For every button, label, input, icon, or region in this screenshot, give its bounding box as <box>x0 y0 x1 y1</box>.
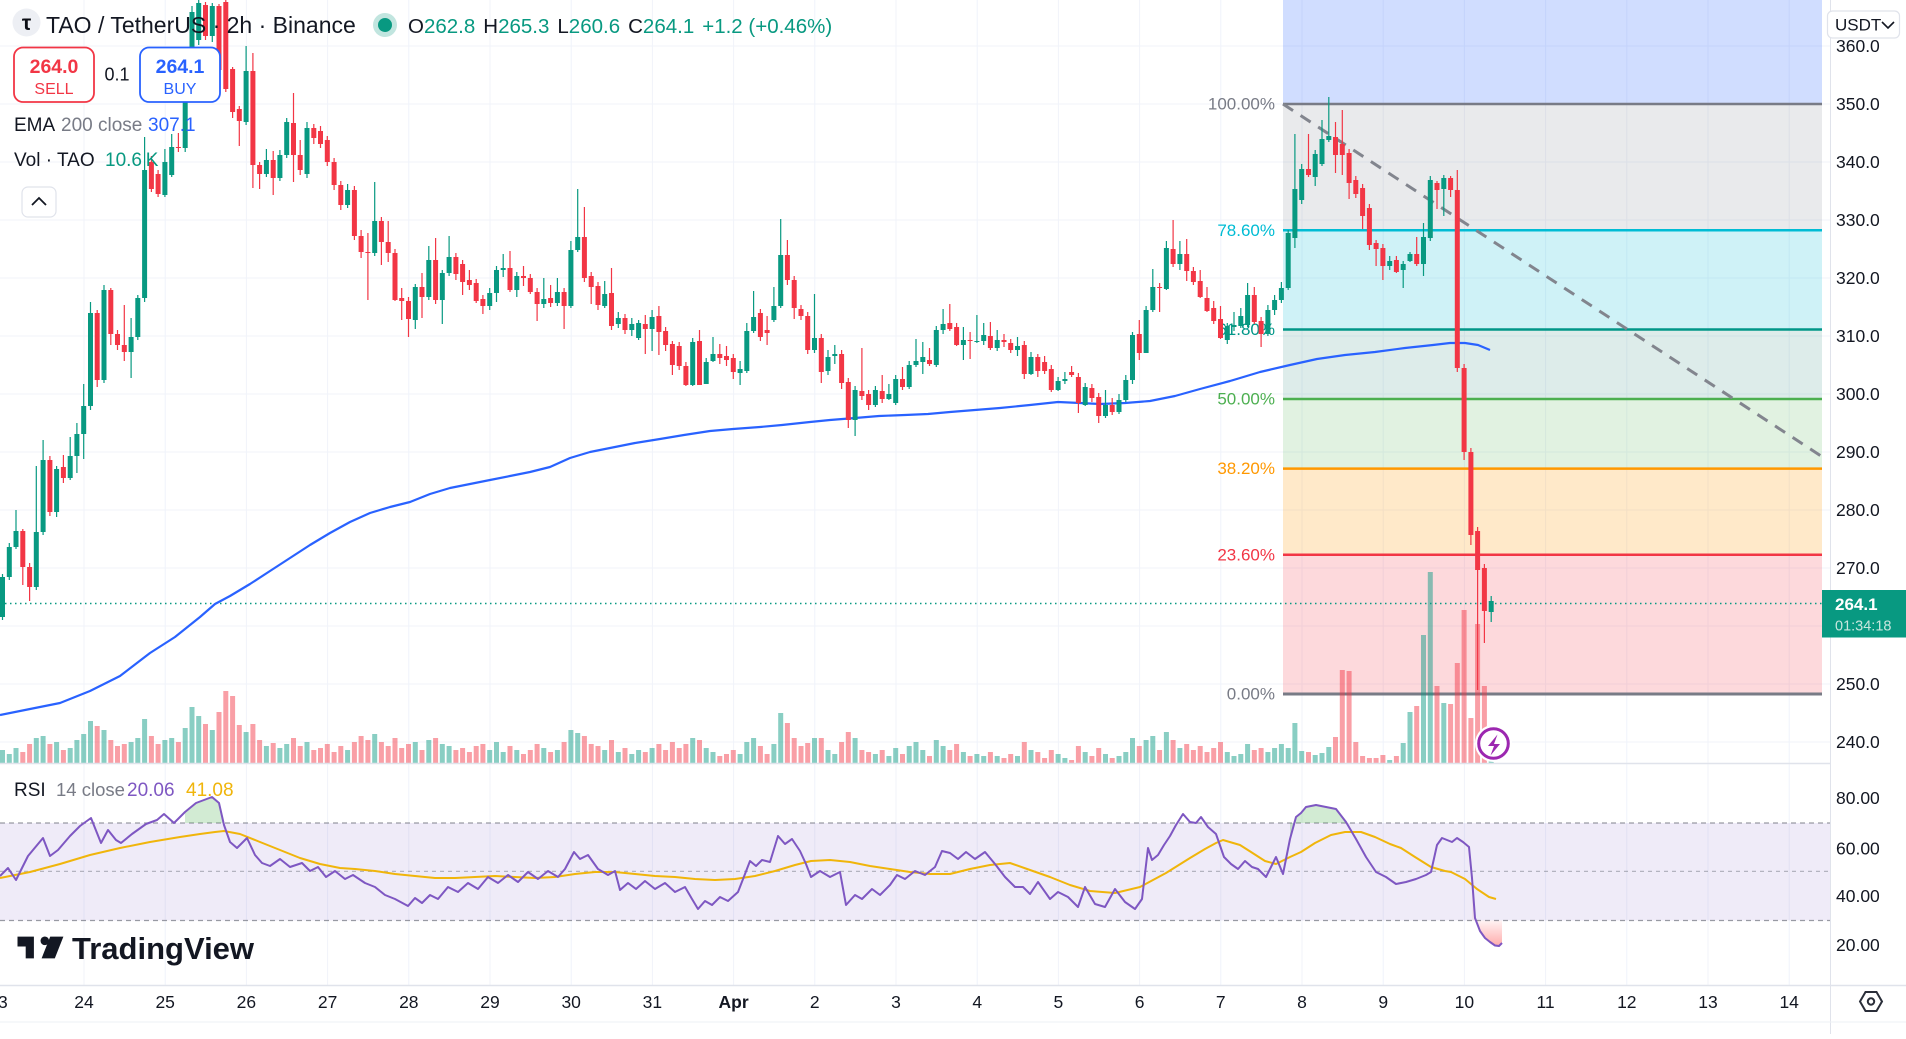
svg-text:TAO / TetherUS · 2h · Binance: TAO / TetherUS · 2h · Binance <box>46 12 356 38</box>
svg-text:30: 30 <box>561 992 581 1012</box>
svg-text:29: 29 <box>480 992 499 1012</box>
svg-text:41.08: 41.08 <box>186 780 234 801</box>
svg-text:10.6 K: 10.6 K <box>105 150 159 171</box>
svg-text:31: 31 <box>643 992 662 1012</box>
svg-text:SELL: SELL <box>34 81 73 98</box>
svg-text:280.0: 280.0 <box>1836 500 1880 520</box>
svg-text:60.00: 60.00 <box>1836 839 1880 859</box>
svg-text:250.0: 250.0 <box>1836 674 1880 694</box>
svg-text:240.0: 240.0 <box>1836 732 1880 752</box>
svg-text:26: 26 <box>237 992 256 1012</box>
svg-text:25: 25 <box>155 992 174 1012</box>
svg-text:20.06: 20.06 <box>127 780 175 801</box>
svg-text:290.0: 290.0 <box>1836 442 1880 462</box>
svg-text:5: 5 <box>1054 992 1064 1012</box>
svg-text:13: 13 <box>1698 992 1717 1012</box>
svg-text:78.60%: 78.60% <box>1217 221 1275 240</box>
svg-text:0.00%: 0.00% <box>1227 685 1275 704</box>
svg-text:8: 8 <box>1297 992 1307 1012</box>
svg-text:01:34:18: 01:34:18 <box>1835 619 1891 635</box>
svg-text:12: 12 <box>1617 992 1636 1012</box>
svg-text:360.0: 360.0 <box>1836 36 1880 56</box>
svg-text:307.1: 307.1 <box>148 115 196 136</box>
svg-text:27: 27 <box>318 992 337 1012</box>
svg-text:264.1: 264.1 <box>1835 595 1878 614</box>
svg-text:264.0: 264.0 <box>30 56 79 78</box>
svg-text:20.00: 20.00 <box>1836 935 1880 955</box>
svg-text:40.00: 40.00 <box>1836 886 1880 906</box>
svg-text:350.0: 350.0 <box>1836 94 1880 114</box>
svg-text:300.0: 300.0 <box>1836 384 1880 404</box>
svg-text:3: 3 <box>891 992 901 1012</box>
svg-text:Vol · TAO: Vol · TAO <box>14 150 95 171</box>
svg-text:τ: τ <box>22 12 32 35</box>
svg-text:200 close: 200 close <box>61 115 142 136</box>
svg-text:330.0: 330.0 <box>1836 210 1880 230</box>
svg-text:80.00: 80.00 <box>1836 788 1880 808</box>
svg-text:340.0: 340.0 <box>1836 152 1880 172</box>
svg-text:270.0: 270.0 <box>1836 558 1880 578</box>
svg-text:28: 28 <box>399 992 418 1012</box>
svg-text:6: 6 <box>1135 992 1145 1012</box>
svg-text:0.1: 0.1 <box>104 65 129 85</box>
svg-text:264.1: 264.1 <box>156 56 205 78</box>
svg-text:4: 4 <box>972 992 982 1012</box>
svg-text:10: 10 <box>1455 992 1475 1012</box>
svg-text:24: 24 <box>74 992 94 1012</box>
svg-text:RSI: RSI <box>14 780 46 801</box>
svg-text:2: 2 <box>810 992 820 1012</box>
svg-text:100.00%: 100.00% <box>1208 95 1275 114</box>
svg-text:14 close: 14 close <box>56 779 125 800</box>
svg-text:EMA: EMA <box>14 115 56 136</box>
svg-text:50.00%: 50.00% <box>1217 390 1275 409</box>
svg-text:38.20%: 38.20% <box>1217 459 1275 478</box>
svg-text:Apr: Apr <box>719 992 749 1012</box>
svg-text:23.60%: 23.60% <box>1217 545 1275 564</box>
svg-text:11: 11 <box>1537 992 1555 1012</box>
svg-text:TradingView: TradingView <box>72 931 255 966</box>
svg-text:USDT: USDT <box>1835 16 1881 35</box>
svg-text:7: 7 <box>1216 992 1226 1012</box>
svg-text:320.0: 320.0 <box>1836 268 1880 288</box>
svg-text:9: 9 <box>1378 992 1388 1012</box>
svg-text:BUY: BUY <box>164 81 197 98</box>
svg-text:23: 23 <box>0 992 8 1012</box>
svg-text:310.0: 310.0 <box>1836 326 1880 346</box>
svg-text:14: 14 <box>1779 992 1799 1012</box>
